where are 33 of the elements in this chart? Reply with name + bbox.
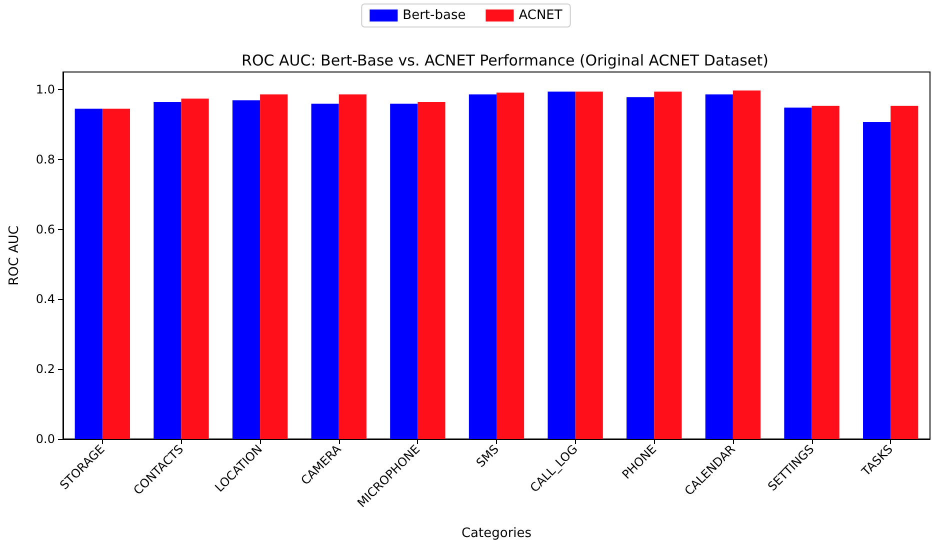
bar [181,98,209,439]
bar [102,108,130,439]
y-tick-label: 0.4 [36,292,55,306]
bar [784,108,812,439]
bar [496,92,524,439]
y-tick-label: 0.0 [36,432,55,446]
bar [732,90,761,439]
bar [154,102,182,439]
bar [890,106,918,439]
bar [575,92,603,439]
bar [260,94,288,439]
bar [654,92,682,439]
bar [468,94,496,439]
bar [311,104,339,439]
bar [812,106,840,439]
bar [390,104,418,439]
x-axis-title: Categories [461,526,532,541]
chart-title: ROC AUC: Bert-Base vs. ACNET Performance (Original ACNET Dataset) [242,52,768,70]
bar [418,102,446,439]
y-tick-label: 1.0 [36,82,55,96]
bar [705,94,733,439]
bar [74,108,102,439]
bar [338,94,366,439]
y-tick-label: 0.8 [36,152,55,166]
legend-label: ACNET [518,8,562,23]
bar [626,97,654,439]
bar [232,100,260,439]
bar [863,122,891,439]
y-tick-label: 0.2 [36,362,55,376]
bar [548,92,576,439]
y-axis-title: ROC AUC [7,226,22,286]
y-tick-label: 0.6 [36,222,55,236]
legend-label: Bert-base [402,8,466,23]
